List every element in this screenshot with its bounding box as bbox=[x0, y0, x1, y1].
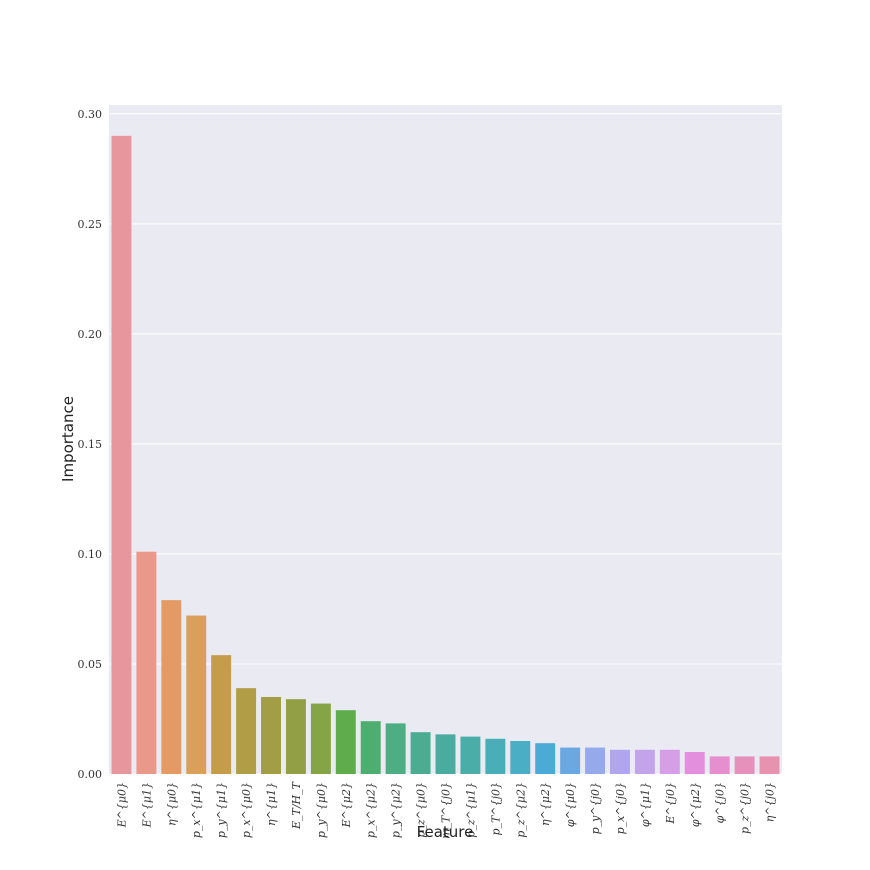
x-tick-label: η^{μ0} bbox=[165, 782, 178, 826]
x-tick-label: p_y^{μ2} bbox=[390, 782, 403, 838]
bar bbox=[734, 756, 755, 774]
bar bbox=[236, 688, 257, 774]
x-tick-label: φ^{j0} bbox=[714, 782, 727, 823]
bar bbox=[510, 740, 531, 774]
x-axis-title: Feature bbox=[417, 823, 474, 841]
x-tick-label: p_z^{j0} bbox=[739, 782, 752, 834]
y-axis-ticks: 0.00 0.05 0.10 0.15 0.20 0.25 0.30 bbox=[78, 108, 103, 781]
bar bbox=[186, 615, 207, 774]
x-tick-label: p_x^{μ1} bbox=[190, 782, 203, 838]
bar bbox=[385, 723, 406, 774]
x-tick-label: φ^{μ2} bbox=[689, 782, 702, 827]
y-tick-label: 0.05 bbox=[78, 658, 103, 671]
x-tick-label: η^{μ2} bbox=[539, 782, 552, 826]
bar bbox=[261, 696, 281, 774]
bar bbox=[360, 721, 381, 774]
x-tick-label: m_T^{j0} bbox=[440, 782, 453, 839]
x-tick-label: p_y^{μ0} bbox=[315, 782, 328, 838]
x-tick-label: φ^{μ0} bbox=[564, 782, 577, 827]
y-tick-label: 0.00 bbox=[78, 768, 103, 781]
x-tick-label: p_x^{μ0} bbox=[240, 782, 253, 838]
y-tick-label: 0.10 bbox=[78, 548, 103, 561]
bar bbox=[709, 756, 730, 774]
y-axis-title: Importance bbox=[59, 396, 77, 482]
x-tick-label: p_z^{μ1} bbox=[464, 782, 477, 838]
bar bbox=[136, 551, 157, 774]
x-tick-label: p_z^{μ2} bbox=[514, 782, 527, 838]
bars-group bbox=[111, 135, 780, 774]
x-tick-label: E^{μ2} bbox=[340, 782, 353, 828]
x-tick-label: E^{μ1} bbox=[140, 782, 153, 828]
bar bbox=[310, 703, 331, 774]
bar bbox=[485, 738, 506, 774]
x-tick-label: E^{μ0} bbox=[115, 782, 128, 828]
x-tick-label: η^{μ1} bbox=[265, 782, 278, 826]
bar bbox=[684, 751, 705, 774]
bar bbox=[659, 749, 680, 774]
bar bbox=[161, 600, 182, 774]
x-tick-label: p_z^{μ0} bbox=[415, 782, 428, 838]
bar bbox=[285, 699, 306, 774]
x-axis-ticks: E^{μ0} E^{μ1} η^{μ0} p_x^{μ1} p_y^{μ1} p_x^{μ… bbox=[115, 780, 776, 839]
bar bbox=[435, 734, 456, 774]
bar bbox=[111, 135, 132, 774]
bar bbox=[460, 736, 481, 774]
bar bbox=[535, 743, 556, 774]
bar bbox=[610, 749, 630, 774]
bar bbox=[634, 749, 655, 774]
bar bbox=[335, 710, 356, 774]
x-tick-label: φ^{μ1} bbox=[639, 782, 652, 827]
x-tick-label: η^{j0} bbox=[764, 782, 777, 822]
x-tick-label: p_y^{μ1} bbox=[215, 782, 228, 838]
x-tick-label: E^{j0} bbox=[664, 782, 677, 825]
bar bbox=[211, 655, 232, 774]
bar bbox=[410, 732, 431, 774]
x-tick-label: p_x^{j0} bbox=[614, 782, 627, 834]
y-tick-label: 0.20 bbox=[78, 328, 103, 341]
y-tick-label: 0.25 bbox=[78, 218, 103, 231]
x-tick-label: p_x^{μ2} bbox=[365, 782, 378, 838]
plot-background bbox=[109, 105, 782, 774]
y-tick-label: 0.15 bbox=[78, 438, 103, 451]
bar bbox=[560, 747, 581, 774]
x-tick-label: p_T^{j0} bbox=[489, 782, 502, 836]
bar bbox=[585, 747, 606, 774]
x-tick-label: E_T/H_T bbox=[290, 780, 303, 830]
x-tick-label: p_y^{j0} bbox=[589, 782, 602, 834]
y-tick-label: 0.30 bbox=[78, 108, 103, 121]
bar bbox=[759, 756, 780, 774]
